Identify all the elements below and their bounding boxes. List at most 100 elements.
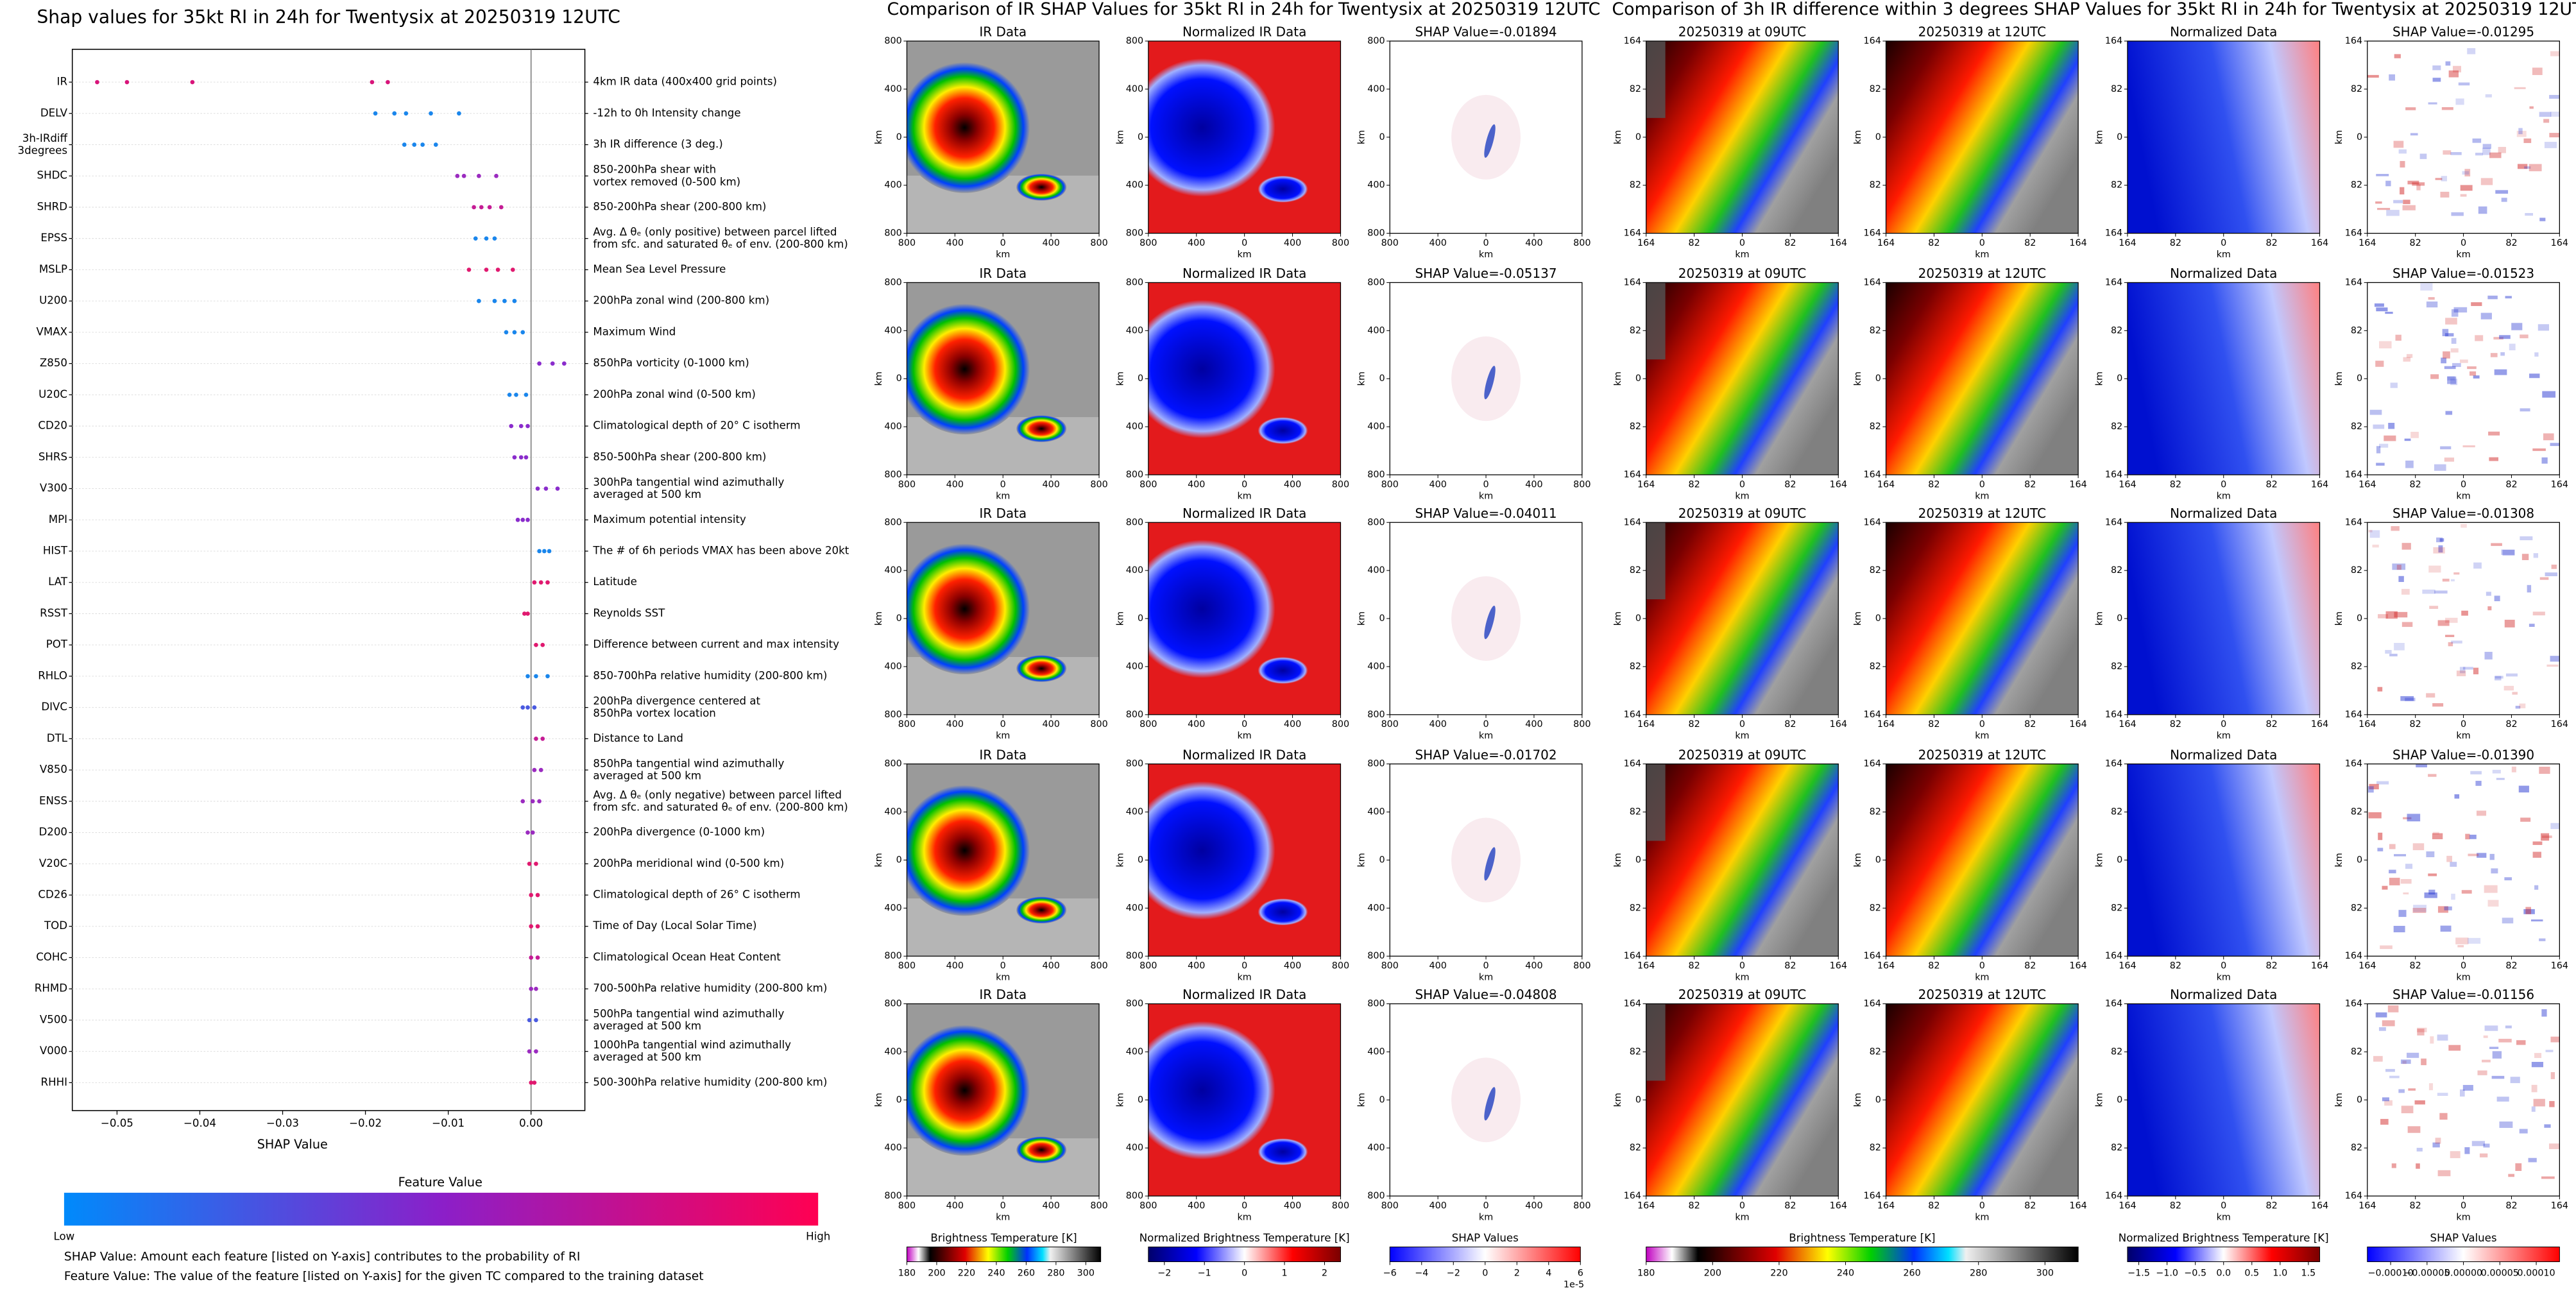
y-tick-label: 800 xyxy=(1126,998,1143,1009)
shap-noise xyxy=(2479,1153,2488,1157)
shap-noise xyxy=(2543,433,2554,441)
x-tick-label: 400 xyxy=(1429,1200,1446,1211)
shap-noise xyxy=(2488,431,2500,436)
shap-noise xyxy=(2503,685,2514,691)
cloud xyxy=(1016,654,1067,682)
shap-noise xyxy=(2484,651,2493,660)
shap-noise xyxy=(2420,283,2433,291)
y-tick-label: 82 xyxy=(1870,903,1881,913)
shap-noise xyxy=(2534,352,2539,357)
x-tick-label: 0 xyxy=(1979,719,1985,730)
shap-noise xyxy=(2443,150,2452,155)
x-axis-label: km xyxy=(2456,973,2470,983)
shap-noise xyxy=(2524,166,2531,169)
x-tick-label: 400 xyxy=(946,719,964,730)
y-tick-label: 800 xyxy=(1367,36,1385,46)
point xyxy=(534,674,538,679)
image xyxy=(1886,1003,2079,1197)
x-tick-label: 82 xyxy=(1688,961,1700,971)
y-tick-label: 400 xyxy=(1367,1143,1385,1153)
x-tick-label: 400 xyxy=(946,961,964,971)
shap-noise xyxy=(2482,148,2491,155)
point xyxy=(95,80,99,85)
x-tick-label: 800 xyxy=(1139,479,1157,490)
y-tick-label: 0 xyxy=(1875,855,1881,865)
x-axis-label: km xyxy=(1238,731,1252,741)
shap-noise xyxy=(2461,610,2468,616)
y-tick-label: 164 xyxy=(2345,1191,2362,1201)
colorbar-tick-label: 200 xyxy=(1704,1268,1721,1278)
y-axis-label: km xyxy=(1115,611,1125,626)
x-tick-label: 800 xyxy=(1332,719,1349,730)
image xyxy=(2127,1003,2320,1197)
shap-noise xyxy=(2376,781,2389,785)
image xyxy=(1646,522,1839,715)
y-tick-label: 82 xyxy=(2351,1143,2362,1153)
shap-noise xyxy=(2401,588,2410,595)
image xyxy=(1886,764,2079,957)
feature-label: DTL xyxy=(47,732,68,744)
colorbar-tick-label: 1.0 xyxy=(2273,1268,2287,1278)
x-tick-label: 164 xyxy=(2311,479,2328,490)
shap-noise xyxy=(2516,130,2527,137)
shap-noise xyxy=(2395,334,2401,341)
y-tick-label: 800 xyxy=(1126,277,1143,287)
colorbar-tick-label: 2 xyxy=(1322,1268,1327,1278)
colorbar-offset: 1e-5 xyxy=(1564,1279,1584,1289)
y-tick-label: 0 xyxy=(1379,1095,1385,1105)
x-tick-label: 400 xyxy=(1284,1200,1301,1211)
feature-description: 500hPa tangential wind azimuthally averag… xyxy=(593,1007,784,1032)
image-bg xyxy=(2367,764,2560,957)
y-tick-label: 164 xyxy=(1863,998,1881,1009)
image xyxy=(1886,41,2079,234)
x-axis-label: km xyxy=(1735,1212,1749,1222)
shap-noise xyxy=(2376,446,2381,454)
y-tick-label: 164 xyxy=(2345,951,2362,961)
shap-area xyxy=(1451,336,1521,422)
shap-noise xyxy=(2443,351,2450,359)
point xyxy=(499,205,504,210)
shap-noise xyxy=(2533,553,2539,558)
colorbar-tick-label: 240 xyxy=(987,1268,1005,1278)
x-tick-label: 400 xyxy=(1429,961,1446,971)
point xyxy=(455,173,460,178)
x-tick-label: −0.02 xyxy=(349,1117,382,1129)
point xyxy=(527,1049,532,1054)
colorbar-label: SHAP Values xyxy=(1452,1232,1519,1244)
feature-label: LAT xyxy=(48,576,68,588)
shap-noise xyxy=(2460,185,2473,191)
shap-noise xyxy=(2374,303,2384,307)
x-tick-label: 164 xyxy=(1637,479,1655,490)
shap-streak xyxy=(1484,605,1496,640)
chart-title: Shap values for 35kt RI in 24h for Twent… xyxy=(37,6,620,28)
x-tick-label: 800 xyxy=(1139,238,1157,248)
cloud xyxy=(1148,540,1275,678)
x-tick-label: 82 xyxy=(1784,479,1796,490)
x-tick-label: 164 xyxy=(1830,961,1847,971)
y-tick-label: 400 xyxy=(1367,1046,1385,1057)
shap-noise xyxy=(2486,592,2491,596)
shap-noise xyxy=(2511,323,2523,330)
colorbar-tick-label: 280 xyxy=(1047,1268,1064,1278)
image-bg xyxy=(1886,1003,2079,1197)
y-tick-label: 0 xyxy=(1379,132,1385,142)
y-tick-label: 82 xyxy=(1870,565,1881,576)
shap-noise xyxy=(2400,1059,2411,1064)
colorbar-tick-label: 180 xyxy=(898,1268,916,1278)
panel-title: 20250319 at 09UTC xyxy=(1678,747,1806,762)
x-axis-label: km xyxy=(2217,491,2231,501)
y-axis-label: km xyxy=(1613,130,1623,144)
x-tick-label: 0 xyxy=(2461,238,2466,248)
shap-noise xyxy=(2451,337,2457,344)
y-tick-label: 82 xyxy=(1870,422,1881,432)
x-axis-label: km xyxy=(1479,250,1493,260)
y-axis-label: km xyxy=(1115,130,1125,144)
shap-noise xyxy=(2445,617,2458,623)
shap-noise xyxy=(2532,841,2543,845)
x-tick-label: −0.05 xyxy=(101,1117,133,1129)
panel-title: 20250319 at 12UTC xyxy=(1918,266,2046,281)
x-tick-label: 164 xyxy=(2551,1200,2568,1211)
x-tick-label: 400 xyxy=(1188,719,1205,730)
point xyxy=(420,142,425,147)
shap-noise xyxy=(2527,585,2532,593)
